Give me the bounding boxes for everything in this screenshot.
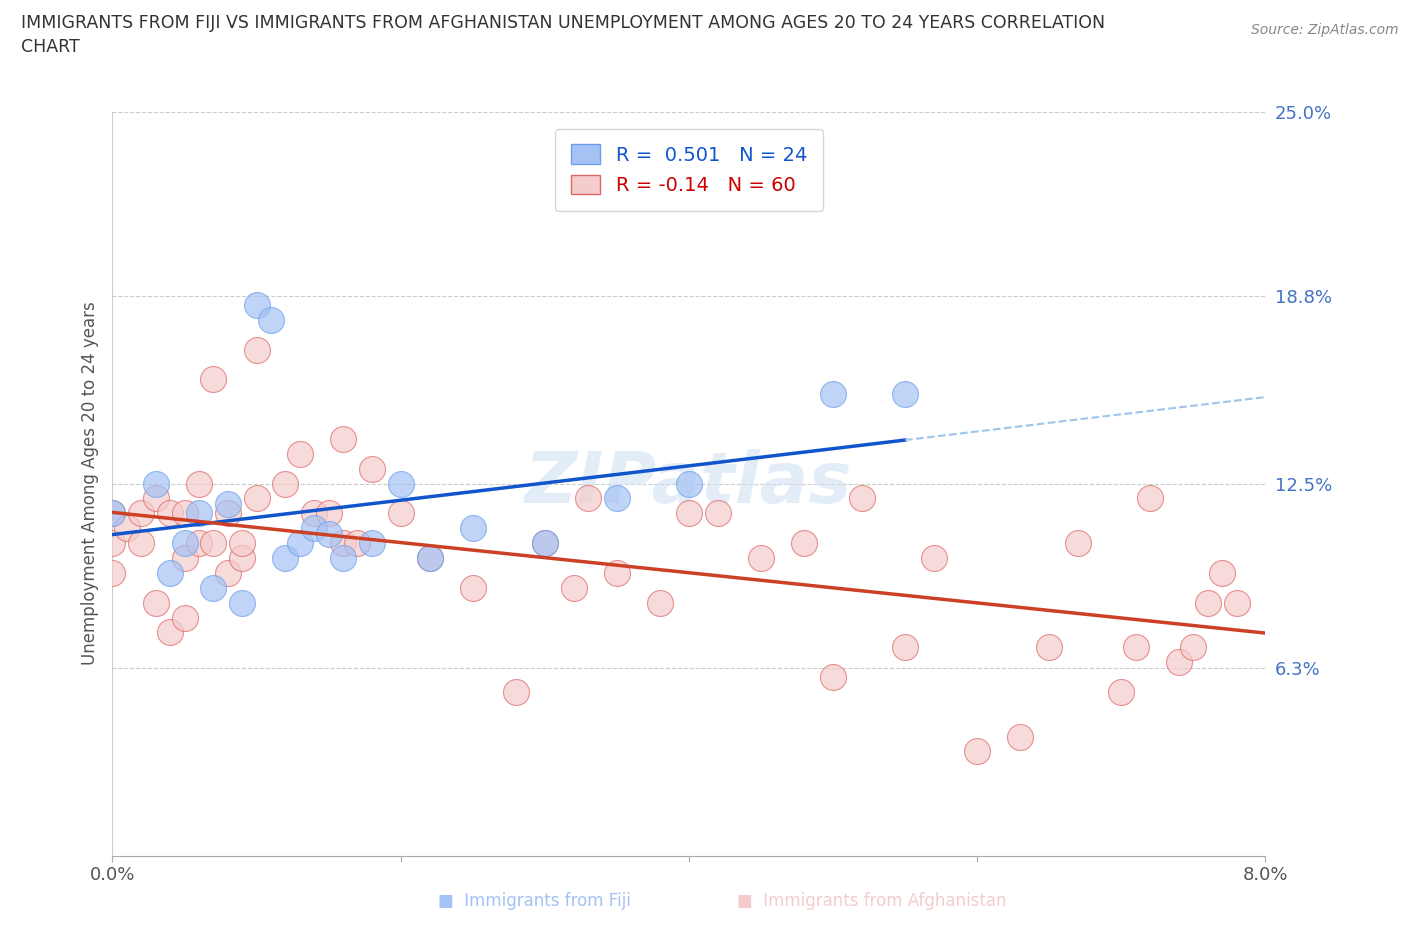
Point [1125, 640, 1147, 655]
Point [274, 476, 297, 491]
Point [260, 312, 283, 327]
Point [145, 595, 167, 610]
Point [606, 491, 628, 506]
Point [749, 551, 772, 565]
Point [648, 595, 672, 610]
Point [129, 536, 153, 551]
Point [332, 432, 354, 446]
Point [145, 476, 167, 491]
Point [894, 387, 917, 402]
Point [288, 536, 311, 551]
Point [346, 536, 368, 551]
Point [419, 551, 441, 565]
Point [678, 506, 700, 521]
Point [461, 521, 484, 536]
Point [304, 521, 326, 536]
Point [894, 640, 917, 655]
Point [1182, 640, 1205, 655]
Point [231, 551, 253, 565]
Point [318, 506, 340, 521]
Point [217, 497, 239, 512]
Point [304, 506, 326, 521]
Point [562, 580, 585, 595]
Point [707, 506, 730, 521]
Point [1139, 491, 1161, 506]
Point [101, 565, 124, 580]
Point [851, 491, 873, 506]
Point [246, 342, 269, 357]
Point [966, 744, 988, 759]
Point [202, 372, 225, 387]
Point [159, 625, 181, 640]
Point [1111, 684, 1133, 699]
Point [1197, 595, 1219, 610]
Point [217, 506, 239, 521]
Point [173, 506, 195, 521]
Point [1226, 595, 1249, 610]
Point [1038, 640, 1060, 655]
Point [231, 536, 253, 551]
Point [332, 536, 354, 551]
Point [678, 476, 700, 491]
Point [159, 506, 181, 521]
Point [318, 526, 340, 541]
Point [101, 506, 124, 521]
Point [202, 580, 225, 595]
Point [1010, 729, 1032, 744]
Point [173, 536, 195, 551]
Text: Source: ZipAtlas.com: Source: ZipAtlas.com [1251, 23, 1399, 37]
Point [389, 476, 412, 491]
Y-axis label: Unemployment Among Ages 20 to 24 years: Unemployment Among Ages 20 to 24 years [80, 301, 98, 666]
Point [115, 521, 138, 536]
Point [576, 491, 599, 506]
Text: ZIPatlas: ZIPatlas [526, 449, 852, 518]
Point [533, 536, 555, 551]
Point [1211, 565, 1233, 580]
Point [360, 461, 382, 476]
Point [188, 506, 211, 521]
Text: IMMIGRANTS FROM FIJI VS IMMIGRANTS FROM AFGHANISTAN UNEMPLOYMENT AMONG AGES 20 T: IMMIGRANTS FROM FIJI VS IMMIGRANTS FROM … [21, 14, 1105, 56]
Point [246, 298, 269, 312]
Point [231, 595, 253, 610]
Point [101, 536, 124, 551]
Point [145, 491, 167, 506]
Point [1067, 536, 1090, 551]
Point [360, 536, 382, 551]
Point [246, 491, 269, 506]
Point [274, 551, 297, 565]
Point [202, 536, 225, 551]
Point [173, 610, 195, 625]
Point [188, 536, 211, 551]
Point [505, 684, 527, 699]
Point [606, 565, 628, 580]
Point [533, 536, 555, 551]
Legend: R =  0.501   N = 24, R = -0.14   N = 60: R = 0.501 N = 24, R = -0.14 N = 60 [555, 128, 823, 211]
Point [419, 551, 441, 565]
Point [217, 565, 239, 580]
Point [821, 670, 844, 684]
Point [922, 551, 945, 565]
Point [129, 506, 153, 521]
Point [793, 536, 815, 551]
Text: ■  Immigrants from Afghanistan: ■ Immigrants from Afghanistan [737, 892, 1007, 910]
Point [461, 580, 484, 595]
Point [332, 551, 354, 565]
Point [821, 387, 844, 402]
Point [159, 565, 181, 580]
Point [389, 506, 412, 521]
Point [101, 506, 124, 521]
Text: ■  Immigrants from Fiji: ■ Immigrants from Fiji [437, 892, 631, 910]
Point [1167, 655, 1189, 670]
Point [288, 446, 311, 461]
Point [188, 476, 211, 491]
Point [173, 551, 195, 565]
